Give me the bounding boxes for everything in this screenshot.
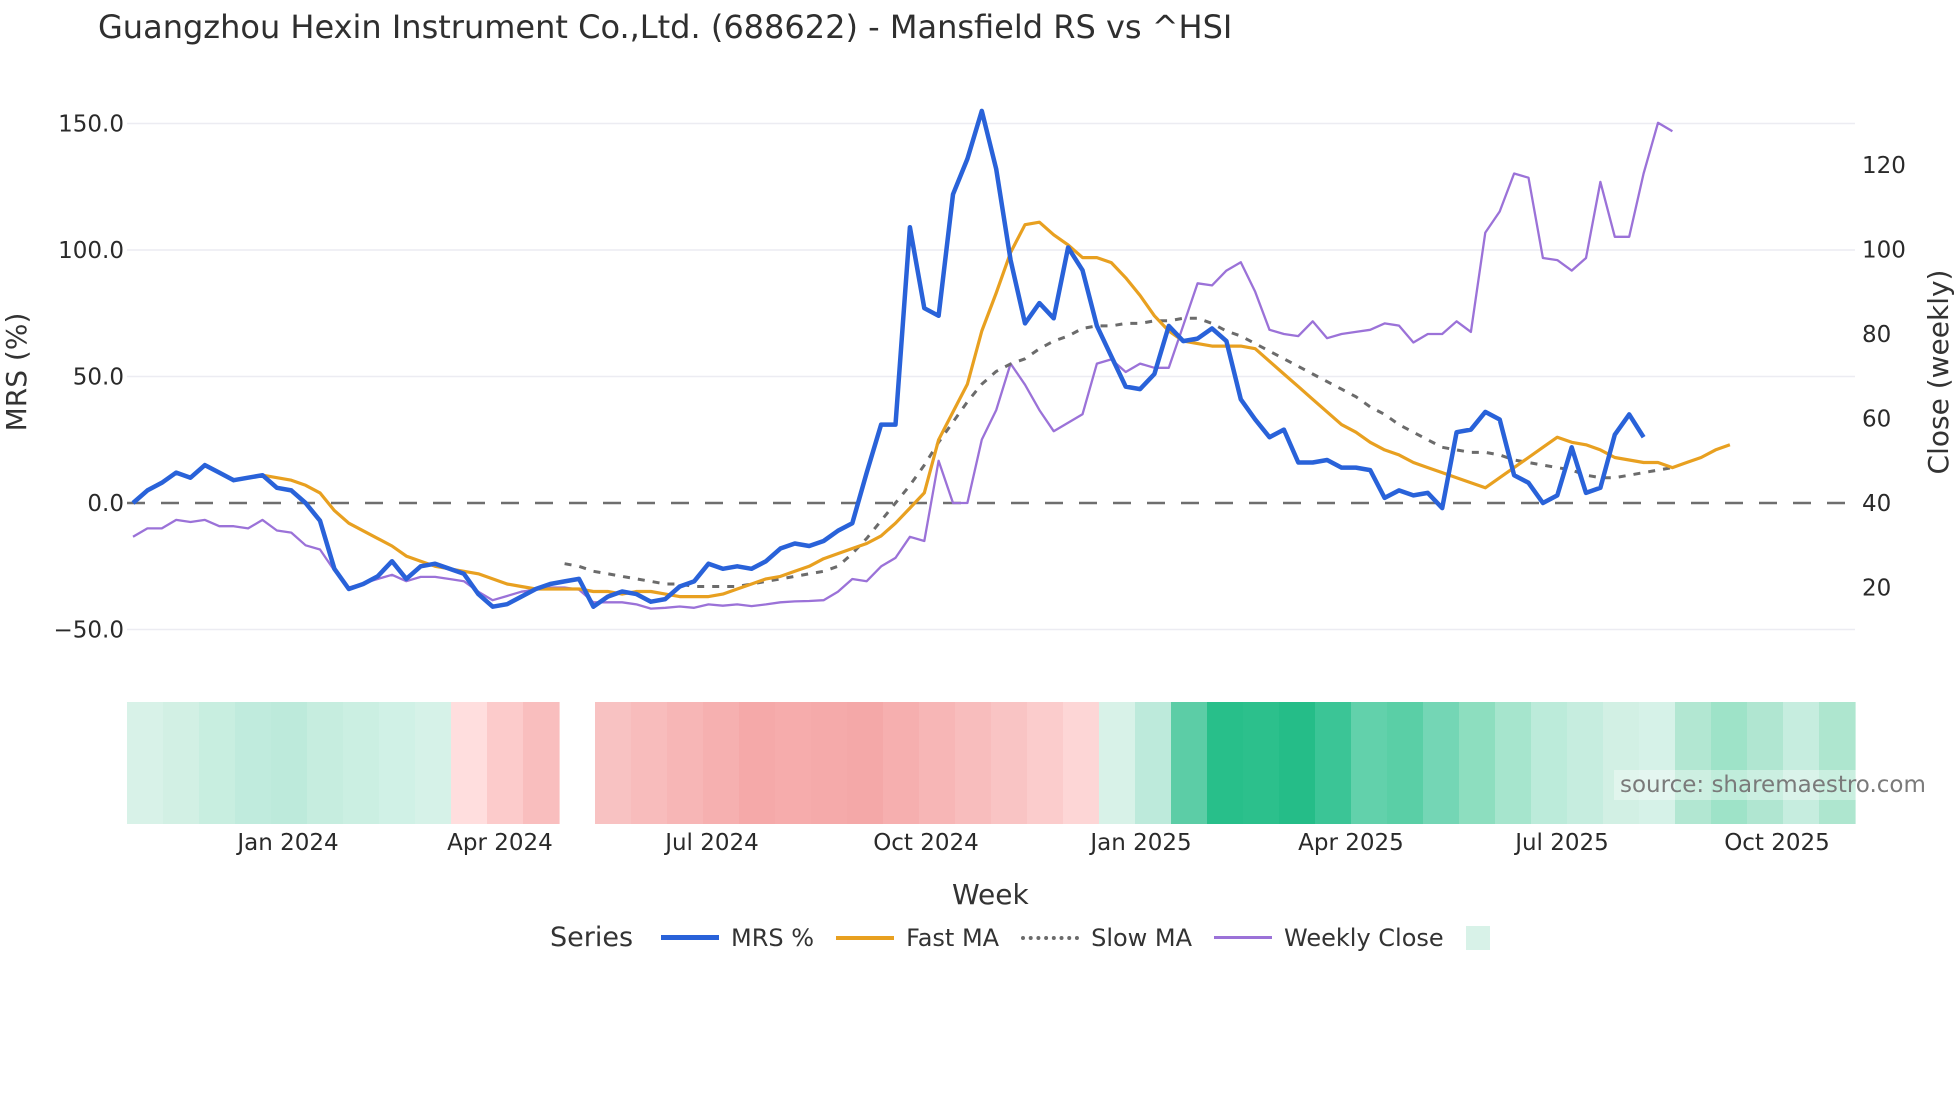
y2-tick-label: 60 xyxy=(1862,407,1891,433)
legend-label-mrs: MRS % xyxy=(731,923,815,952)
legend-swatch-mrs xyxy=(661,935,720,940)
legend-item-slow-ma[interactable]: Slow MA xyxy=(1021,924,1192,952)
legend-swatch-fast-ma xyxy=(836,935,895,940)
y-tick-label: 100.0 xyxy=(58,238,124,264)
legend-swatch-slow-ma xyxy=(1021,935,1080,940)
x-tick-label: Apr 2024 xyxy=(447,830,553,856)
legend-label-fast-ma: Fast MA xyxy=(906,923,1000,952)
y2-tick-label: 100 xyxy=(1862,238,1906,264)
x-tick-label: Oct 2024 xyxy=(873,830,979,856)
x-axis-ticks: Jan 2024 Apr 2024 Jul 2024 Oct 2024 Jan 2025… xyxy=(235,830,1829,856)
legend: Series MRS % Fast MA Slow MA Weekly Clos… xyxy=(550,922,1512,953)
y-axis-right-label: Close (weekly) xyxy=(1922,270,1955,475)
mrs-heatmap-band xyxy=(127,702,1856,824)
x-axis-title: Week xyxy=(952,878,1029,911)
y2-tick-label: 120 xyxy=(1862,153,1906,179)
y-tick-label: 150.0 xyxy=(58,112,124,138)
y2-tick-label: 80 xyxy=(1862,322,1891,348)
x-tick-label: Apr 2025 xyxy=(1298,830,1404,856)
legend-label-slow-ma: Slow MA xyxy=(1091,923,1193,952)
legend-title: Series xyxy=(550,922,634,953)
y2-tick-label: 40 xyxy=(1862,491,1891,517)
y-axis-right-ticks: 120 100 80 60 40 20 xyxy=(1862,153,1906,602)
legend-item-regime-band[interactable] xyxy=(1465,925,1490,950)
series-line-fast-ma xyxy=(262,220,1731,599)
legend-swatch-regime-band xyxy=(1465,925,1490,950)
y-axis-left-ticks: 150.0 100.0 50.0 0.0 −50.0 xyxy=(54,112,124,644)
legend-item-weekly-close[interactable]: Weekly Close xyxy=(1214,924,1444,952)
y-axis-left-label: MRS (%) xyxy=(0,313,33,432)
x-tick-label: Oct 2025 xyxy=(1724,830,1830,856)
x-tick-label: Jan 2025 xyxy=(1088,830,1191,856)
source-note: source: sharemaestro.com xyxy=(1614,770,1932,800)
chart-title: Guangzhou Hexin Instrument Co.,Ltd. (688… xyxy=(98,8,1233,46)
gridlines xyxy=(127,122,1855,631)
x-tick-label: Jul 2024 xyxy=(663,830,759,856)
series-lines xyxy=(131,108,1731,610)
x-tick-label: Jan 2024 xyxy=(235,830,338,856)
y-tick-label: −50.0 xyxy=(54,618,124,644)
series-line-mrs- xyxy=(131,108,1646,609)
y2-tick-label: 20 xyxy=(1862,576,1891,602)
y-tick-label: 0.0 xyxy=(87,491,124,517)
series-line-slow-ma xyxy=(564,316,1673,588)
y-tick-label: 50.0 xyxy=(73,365,124,391)
legend-item-fast-ma[interactable]: Fast MA xyxy=(836,924,999,952)
legend-label-weekly-close: Weekly Close xyxy=(1284,923,1444,952)
legend-item-mrs[interactable]: MRS % xyxy=(661,924,814,952)
series-line-weekly-close xyxy=(132,121,1673,610)
x-tick-label: Jul 2025 xyxy=(1513,830,1609,856)
legend-swatch-weekly-close xyxy=(1214,936,1273,939)
